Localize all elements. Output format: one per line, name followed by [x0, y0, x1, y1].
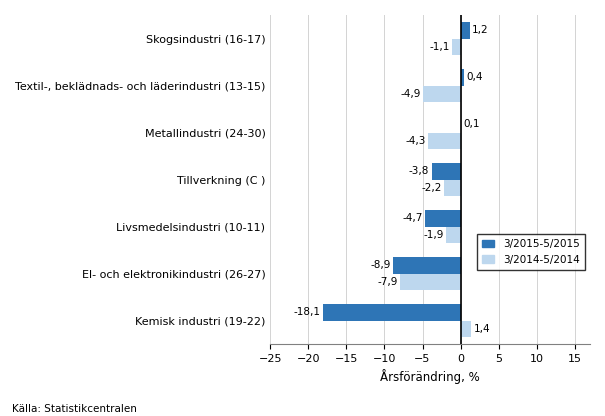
Bar: [452, 39, 460, 55]
Bar: [424, 86, 460, 102]
Bar: [323, 304, 460, 321]
Text: -4,9: -4,9: [401, 89, 421, 99]
Text: -4,3: -4,3: [405, 136, 425, 146]
Text: 1,4: 1,4: [474, 324, 490, 334]
Bar: [431, 163, 460, 180]
Text: -3,8: -3,8: [409, 166, 430, 176]
Bar: [460, 22, 469, 39]
Text: 1,2: 1,2: [472, 25, 489, 35]
Text: -7,9: -7,9: [378, 277, 398, 287]
Text: -2,2: -2,2: [421, 183, 442, 193]
Text: -1,1: -1,1: [430, 42, 450, 52]
Bar: [401, 274, 460, 290]
Text: 0,4: 0,4: [466, 72, 482, 82]
Text: -1,9: -1,9: [424, 230, 444, 240]
Text: 0,1: 0,1: [463, 119, 480, 129]
Bar: [460, 321, 471, 337]
Bar: [460, 69, 463, 86]
Bar: [460, 116, 462, 133]
Bar: [393, 257, 460, 274]
Text: Källa: Statistikcentralen: Källa: Statistikcentralen: [12, 404, 137, 414]
Bar: [428, 133, 460, 149]
Text: -18,1: -18,1: [293, 307, 321, 317]
Text: -4,7: -4,7: [402, 213, 422, 223]
Bar: [425, 210, 460, 227]
Text: -8,9: -8,9: [370, 260, 391, 270]
X-axis label: Årsförändring, %: Årsförändring, %: [381, 369, 480, 384]
Bar: [444, 180, 460, 196]
Bar: [446, 227, 460, 243]
Legend: 3/2015-5/2015, 3/2014-5/2014: 3/2015-5/2015, 3/2014-5/2014: [477, 234, 585, 270]
